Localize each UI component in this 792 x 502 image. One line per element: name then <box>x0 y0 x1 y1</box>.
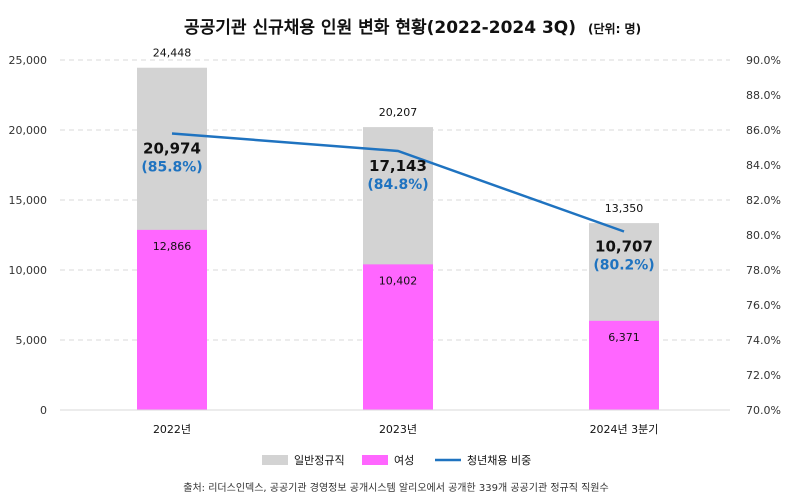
youth-count-label: 20,974 <box>143 140 201 158</box>
y-left-tick-label: 25,000 <box>9 54 48 67</box>
y-right-tick-label: 74.0% <box>746 334 781 347</box>
legend-swatch-general <box>262 455 288 465</box>
bar-female <box>363 264 433 410</box>
x-tick-label: 2023년 <box>379 423 417 436</box>
y-left-tick-label: 10,000 <box>9 264 48 277</box>
y-right-tick-label: 80.0% <box>746 229 781 242</box>
youth-ratio-line <box>171 132 625 233</box>
x-tick-label: 2022년 <box>153 423 191 436</box>
legend-swatch-female <box>362 455 388 465</box>
bars <box>137 67 659 411</box>
total-value-label: 13,350 <box>605 202 644 215</box>
data-labels: 24,448 12,866 20,207 10,402 13,350 6,371 20,97… <box>141 47 654 344</box>
youth-count-label: 17,143 <box>369 157 427 175</box>
y-right-tick-label: 76.0% <box>746 299 781 312</box>
y-left-tick-label: 5,000 <box>16 334 48 347</box>
axes: 0 5,000 10,000 15,000 20,000 25,000 70.0% 72.0%… <box>9 54 781 436</box>
legend-label-general: 일반정규직 <box>294 453 345 467</box>
y-right-tick-label: 88.0% <box>746 89 781 102</box>
youth-ratio-label: (85.8%) <box>141 160 202 176</box>
x-tick-label: 2024년 3분기 <box>590 423 659 436</box>
y-left-tick-label: 0 <box>40 404 47 417</box>
youth-count-label: 10,707 <box>595 238 653 256</box>
total-value-label: 24,448 <box>153 47 192 60</box>
y-right-tick-label: 82.0% <box>746 194 781 207</box>
female-value-label: 12,866 <box>153 240 192 253</box>
female-value-label: 10,402 <box>379 274 418 287</box>
y-right-tick-label: 86.0% <box>746 124 781 137</box>
legend: 일반정규직 여성 청년채용 비중 <box>262 453 531 467</box>
y-left-tick-label: 20,000 <box>9 124 48 137</box>
female-value-label: 6,371 <box>608 331 640 344</box>
bar-female <box>137 229 207 410</box>
total-value-label: 20,207 <box>379 106 418 119</box>
chart-title: 공공기관 신규채용 인원 변화 현황(2022-2024 3Q) <box>184 18 576 38</box>
source-note: 출처: 리더스인덱스, 공공기관 경영정보 공개시스템 알리오에서 공개한 33… <box>183 481 608 494</box>
bar-female <box>589 320 659 410</box>
youth-ratio-label: (84.8%) <box>367 177 428 193</box>
youth-ratio-label: (80.2%) <box>593 258 654 274</box>
y-right-tick-label: 78.0% <box>746 264 781 277</box>
y-right-tick-label: 90.0% <box>746 54 781 67</box>
y-right-tick-label: 70.0% <box>746 404 781 417</box>
youth-ratio-series-line <box>171 132 625 233</box>
y-right-tick-label: 72.0% <box>746 369 781 382</box>
y-right-tick-label: 84.0% <box>746 159 781 172</box>
y-left-tick-label: 15,000 <box>9 194 48 207</box>
legend-label-female: 여성 <box>394 454 414 467</box>
legend-label-youth-ratio: 청년채용 비중 <box>467 454 531 467</box>
chart-unit: (단위: 명) <box>588 21 641 36</box>
